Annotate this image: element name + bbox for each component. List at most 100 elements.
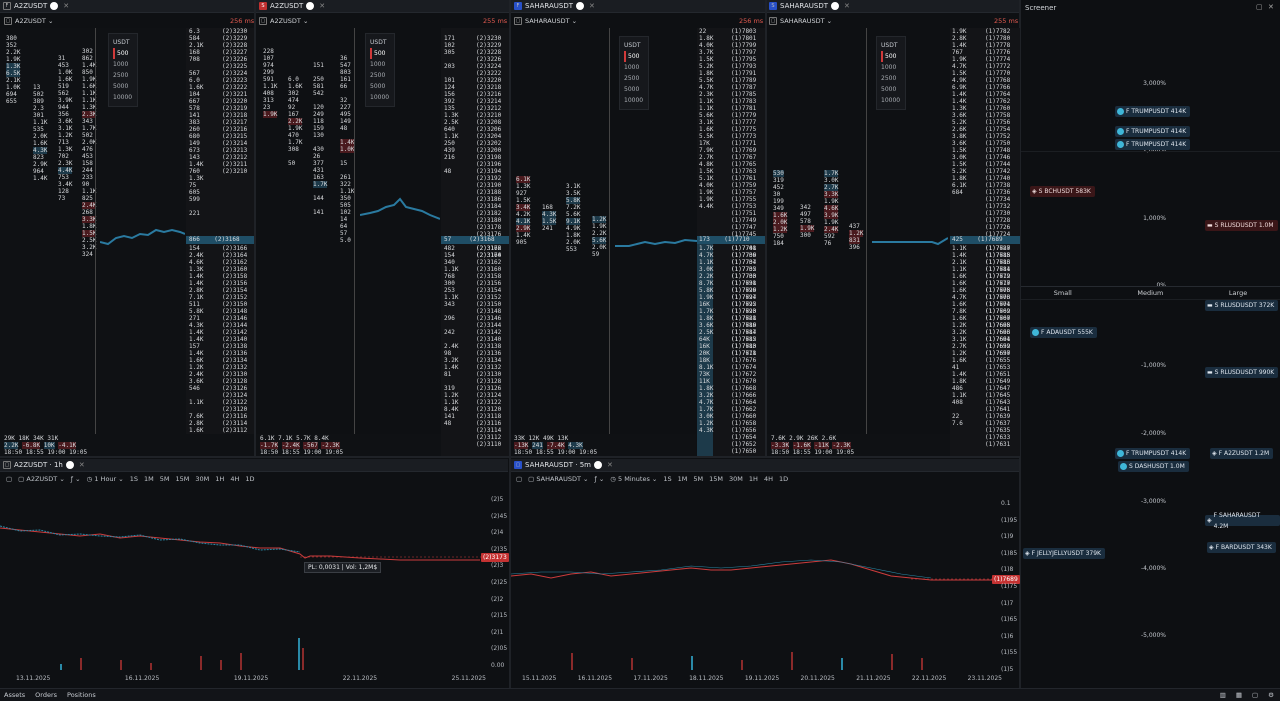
- bottom-bar: Assets Orders Positions ▥ ▦ ▢ ⚙: [0, 688, 1280, 701]
- symbol-selector[interactable]: ▢ SAHARAUSDT ⌄: [769, 17, 833, 25]
- footer-times: 18:50 18:55 19:00 19:05: [4, 449, 88, 456]
- cluster-column: 437 1.2K 831 396: [849, 223, 864, 251]
- price-sparkline: [872, 237, 948, 246]
- size-selector[interactable]: USDT 500 1000 2500 5000 10000: [365, 33, 395, 107]
- screener-bubble[interactable]: ◈ F SAHARAUSDT 4.2M: [1205, 512, 1280, 530]
- cluster-column: 1.7K 3.0K 2.7K 3.3K 1.9K 4.6K 3.9K 1.9K …: [824, 170, 839, 247]
- cluster-column: 228 107 974 299 591 1.1K 408 313 23 1.9K: [263, 48, 278, 118]
- symbol-selector[interactable]: ▢ A2ZUSDT ⌄: [4, 17, 54, 25]
- tf-15m[interactable]: 15M: [175, 475, 190, 483]
- indicators-icon[interactable]: ƒ ⌄: [70, 475, 81, 483]
- grid-line: [1021, 299, 1280, 300]
- last-price-tag: (2)3173: [481, 553, 509, 562]
- panel-tab-3[interactable]: F SAHARAUSDT ✕: [511, 0, 765, 13]
- panel-icon[interactable]: ▢: [516, 475, 523, 483]
- tf-1s[interactable]: 1S: [663, 475, 672, 483]
- indicators-icon[interactable]: ƒ ⌄: [594, 475, 605, 483]
- tf-1h[interactable]: 1H: [748, 475, 758, 483]
- screener-bubble[interactable]: F TRUMPUSDT 414K: [1115, 126, 1191, 137]
- tf-5m[interactable]: 5M: [693, 475, 704, 483]
- cluster-column: 168 4.3K 1.5K 241: [542, 204, 557, 232]
- close-icon[interactable]: ✕: [844, 2, 850, 10]
- price-sparkline: [100, 228, 185, 246]
- screener-bubble[interactable]: F ADAUSDT 555K: [1030, 327, 1097, 338]
- price-chart-left[interactable]: [0, 488, 482, 674]
- tab-assets[interactable]: Assets: [4, 691, 26, 699]
- footer-vols: 6.1K 7.1K 5.7K 8.4K: [260, 435, 329, 442]
- interval-selector[interactable]: ◷ 5 Minutes ⌄: [610, 475, 658, 483]
- chart-tab-left[interactable]: ▢ A2ZUSDT · 1h ✕: [0, 459, 508, 472]
- close-icon[interactable]: ✕: [78, 461, 85, 469]
- screener-bubble[interactable]: ◈ F JELLYJELLYUSDT 379K: [1023, 548, 1105, 559]
- ladder-prices-bid: (1)7708 (1)7706 (1)7704 (1)7702 (1)7700 …: [731, 245, 757, 455]
- tab-orders[interactable]: Orders: [35, 691, 58, 699]
- divider: [509, 0, 511, 688]
- price-chart-right[interactable]: [511, 488, 993, 674]
- footer-strip: [767, 434, 950, 456]
- expand-icon[interactable]: ▢: [1256, 3, 1263, 11]
- panel-symbol: SAHARAUSDT: [780, 2, 829, 10]
- symbol-selector[interactable]: ▢ A2ZUSDT ⌄: [259, 17, 309, 25]
- screener-bubble[interactable]: ▬ S RLUSDUSDT 990K: [1205, 367, 1279, 378]
- tf-1d[interactable]: 1D: [245, 475, 255, 483]
- best-bid-row: [697, 236, 765, 244]
- bid-heatmap: [697, 244, 713, 456]
- close-icon[interactable]: ✕: [1268, 3, 1274, 11]
- tf-15m[interactable]: 15M: [709, 475, 724, 483]
- symbol-selector[interactable]: ▢ SAHARAUSDT ⌄: [528, 475, 589, 483]
- close-icon[interactable]: ✕: [63, 2, 70, 10]
- cluster-column: 302 862 1.4K 850 1.9K 1.6K 1.1K 1.1K 1.3…: [82, 48, 97, 258]
- x-axis-left: 13.11.2025 16.11.2025 19.11.2025 22.11.2025…: [16, 675, 486, 682]
- screener-bubble[interactable]: ▬ S RLUSDUSDT 1.0M: [1205, 220, 1278, 231]
- latency-indicator: 255 ms: [994, 17, 1019, 25]
- chart-tab-right[interactable]: ▢ SAHARAUSDT · 5m ✕: [511, 459, 1019, 472]
- close-icon[interactable]: ✕: [589, 2, 595, 10]
- ladder-prices: (1)7803 (1)7801 (1)7799 (1)7797 (1)7795 …: [731, 28, 757, 357]
- panel-tab-1[interactable]: F A2ZUSDT ✕: [0, 0, 254, 13]
- size-selector[interactable]: USDT 500 1000 2500 5000 10000: [108, 33, 138, 107]
- tf-4h[interactable]: 4H: [230, 475, 240, 483]
- tf-1d[interactable]: 1D: [778, 475, 789, 483]
- spot-badge: S: [769, 2, 777, 10]
- panel-icon[interactable]: ▢: [6, 475, 13, 483]
- tf-30m[interactable]: 30M: [729, 475, 743, 483]
- screener-bubble[interactable]: ▬ S RLUSDUSDT 372K: [1205, 300, 1279, 311]
- layout-icon[interactable]: ▥: [1219, 691, 1226, 699]
- tf-1h[interactable]: 1H: [215, 475, 225, 483]
- footer-deltas: -3.3K -1.6K -11K -2.3K: [771, 442, 851, 449]
- size-selector[interactable]: USDT 500 1000 2500 5000 10000: [619, 36, 649, 110]
- tab-positions[interactable]: Positions: [67, 691, 96, 699]
- tf-1m[interactable]: 1M: [144, 475, 154, 483]
- panel-tab-4[interactable]: S SAHARAUSDT ✕: [766, 0, 1020, 13]
- footer-strip: [511, 434, 696, 456]
- ladder-volumes: 171 102 305 203 101 124 156 392 135 1.3K…: [444, 35, 459, 175]
- screener-bubble[interactable]: F TRUMPUSDT 414K: [1115, 106, 1191, 117]
- screener-bubble[interactable]: ◈ S BCHUSDT 583K: [1030, 186, 1095, 197]
- tf-1s[interactable]: 1S: [129, 475, 138, 483]
- tf-4h[interactable]: 4H: [763, 475, 773, 483]
- ladder-prices-bid: (1)7687 (1)7685 (1)7683 (1)7681 (1)7679 …: [985, 245, 1011, 448]
- tf-5m[interactable]: 5M: [159, 475, 170, 483]
- settings-icon[interactable]: ⚙: [1268, 691, 1274, 699]
- grid-icon[interactable]: ▦: [1235, 691, 1243, 699]
- screener-bubble[interactable]: F TRUMPUSDT 414K: [1115, 139, 1191, 150]
- best-bid-row: [441, 236, 509, 244]
- divider: [1019, 0, 1021, 688]
- size-selector[interactable]: USDT 500 1000 2500 5000 10000: [876, 36, 906, 110]
- last-price-tag: (1)7689: [992, 575, 1020, 584]
- screener-bubble[interactable]: F TRUMPUSDT 414K: [1115, 448, 1191, 459]
- tf-1m[interactable]: 1M: [677, 475, 688, 483]
- screener-bubble[interactable]: S DASHUSDT 1.0M: [1118, 461, 1189, 472]
- tf-30m[interactable]: 30M: [195, 475, 210, 483]
- symbol-selector[interactable]: ▢ A2ZUSDT ⌄: [18, 475, 65, 483]
- screener-bubble[interactable]: ◈ F BARDUSDT 343K: [1207, 542, 1276, 553]
- ladder-volumes-bid: 1.1K 1.4K 2.1K 1.1K 1.6K 1.6K 1.6K 4.7K …: [952, 245, 967, 427]
- panel-tab-2[interactable]: S A2ZUSDT ✕: [256, 0, 510, 13]
- price-sparkline: [360, 197, 440, 220]
- symbol-selector[interactable]: ▢ SAHARAUSDT ⌄: [514, 17, 578, 25]
- window-icon[interactable]: ▢: [1252, 691, 1259, 699]
- close-icon[interactable]: ✕: [319, 2, 326, 10]
- interval-selector[interactable]: ◷ 1 Hour ⌄: [86, 475, 124, 483]
- close-icon[interactable]: ✕: [606, 461, 613, 469]
- screener-bubble[interactable]: ◈ F A2ZUSDT 1.2M: [1210, 448, 1274, 459]
